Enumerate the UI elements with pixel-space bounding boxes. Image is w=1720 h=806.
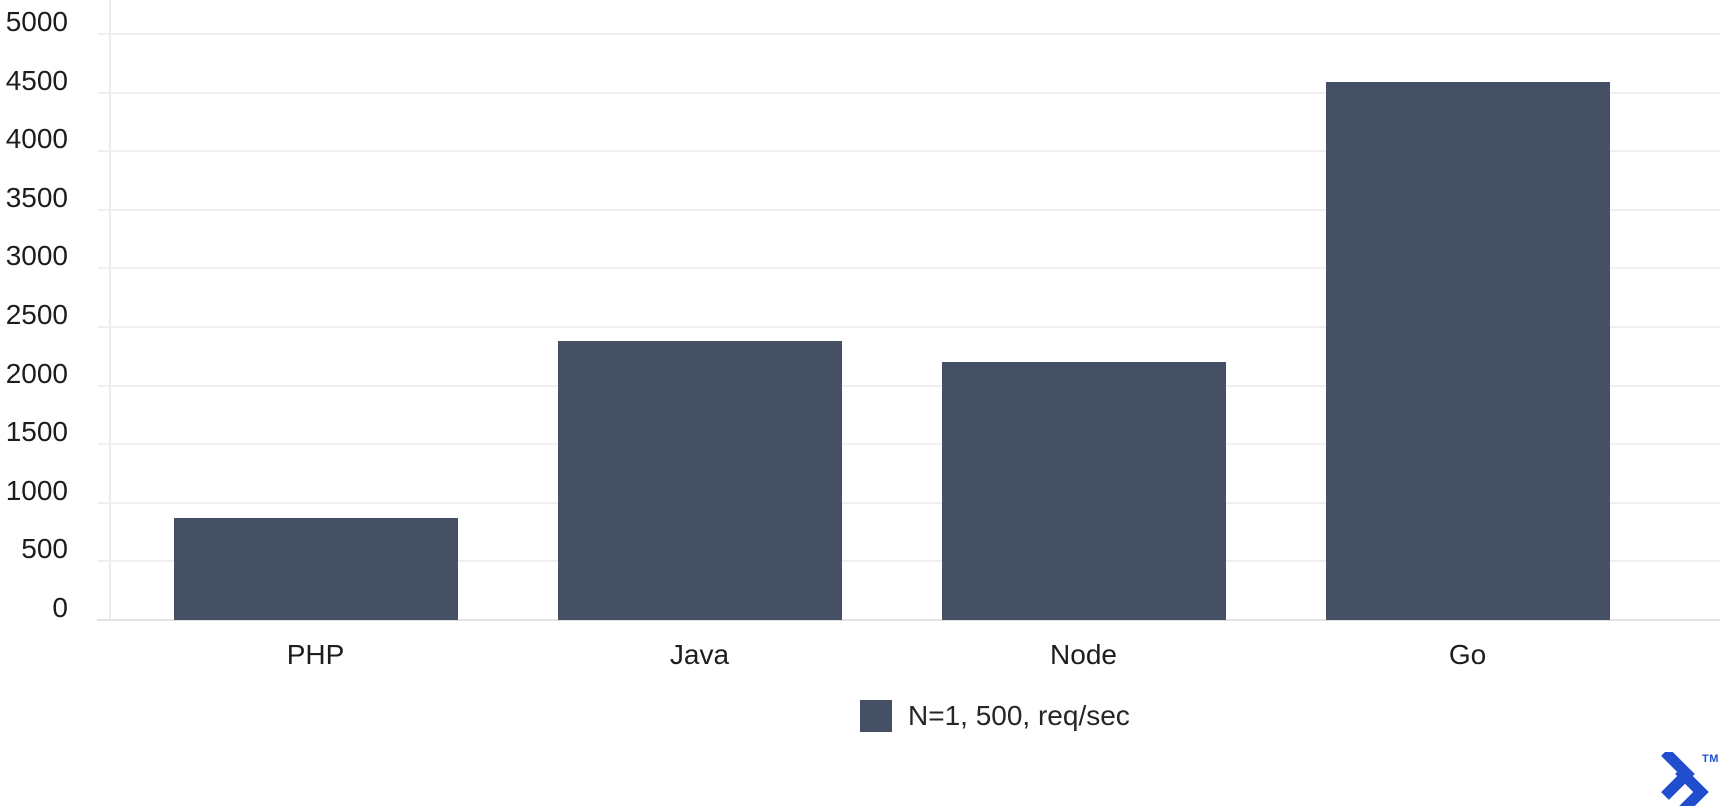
y-tick-label-3500: 3500 [5, 181, 68, 213]
x-axis-line [97, 619, 1720, 621]
bar-go [1325, 82, 1610, 620]
gridline-2500 [98, 326, 1720, 328]
bar-java [557, 341, 842, 620]
x-category-label-node: Node [1050, 639, 1117, 670]
bar-node [941, 362, 1226, 620]
y-axis-line [109, 0, 111, 620]
y-tick-label-1000: 1000 [5, 474, 68, 506]
brand-logo: TM [1653, 752, 1720, 806]
gridline-1000 [98, 501, 1720, 504]
x-category-label-go: Go [1448, 639, 1487, 670]
trademark-label: TM [1702, 753, 1719, 765]
legend-label: N=1, 500, req/sec [908, 700, 1130, 731]
gridline-500 [98, 560, 1720, 563]
x-category-label-php: PHP [286, 639, 345, 670]
y-tick-label-3000: 3000 [5, 240, 68, 272]
gridline-5000 [98, 33, 1720, 35]
y-tick-label-4500: 4500 [5, 64, 68, 96]
bar-php [173, 518, 458, 620]
legend-swatch [860, 700, 892, 732]
x-category-label-java: Java [669, 639, 730, 670]
gridline-4000 [98, 150, 1720, 153]
y-tick-label-4000: 4000 [5, 123, 68, 155]
y-tick-label-500: 500 [21, 533, 68, 565]
gridline-4500 [98, 91, 1720, 94]
gridline-3000 [98, 267, 1720, 270]
gridline-2000 [98, 384, 1720, 387]
brand-logo-icon [1661, 752, 1709, 806]
gridline-3500 [98, 208, 1720, 211]
chart-legend: N=1, 500, req/sec [860, 700, 1130, 732]
y-tick-label-2500: 2500 [5, 299, 68, 330]
y-tick-label-5000: 5000 [5, 6, 68, 37]
y-tick-label-0: 0 [52, 592, 68, 623]
y-tick-label-1500: 1500 [5, 416, 68, 448]
y-tick-label-2000: 2000 [5, 357, 68, 389]
gridline-1500 [98, 443, 1720, 446]
